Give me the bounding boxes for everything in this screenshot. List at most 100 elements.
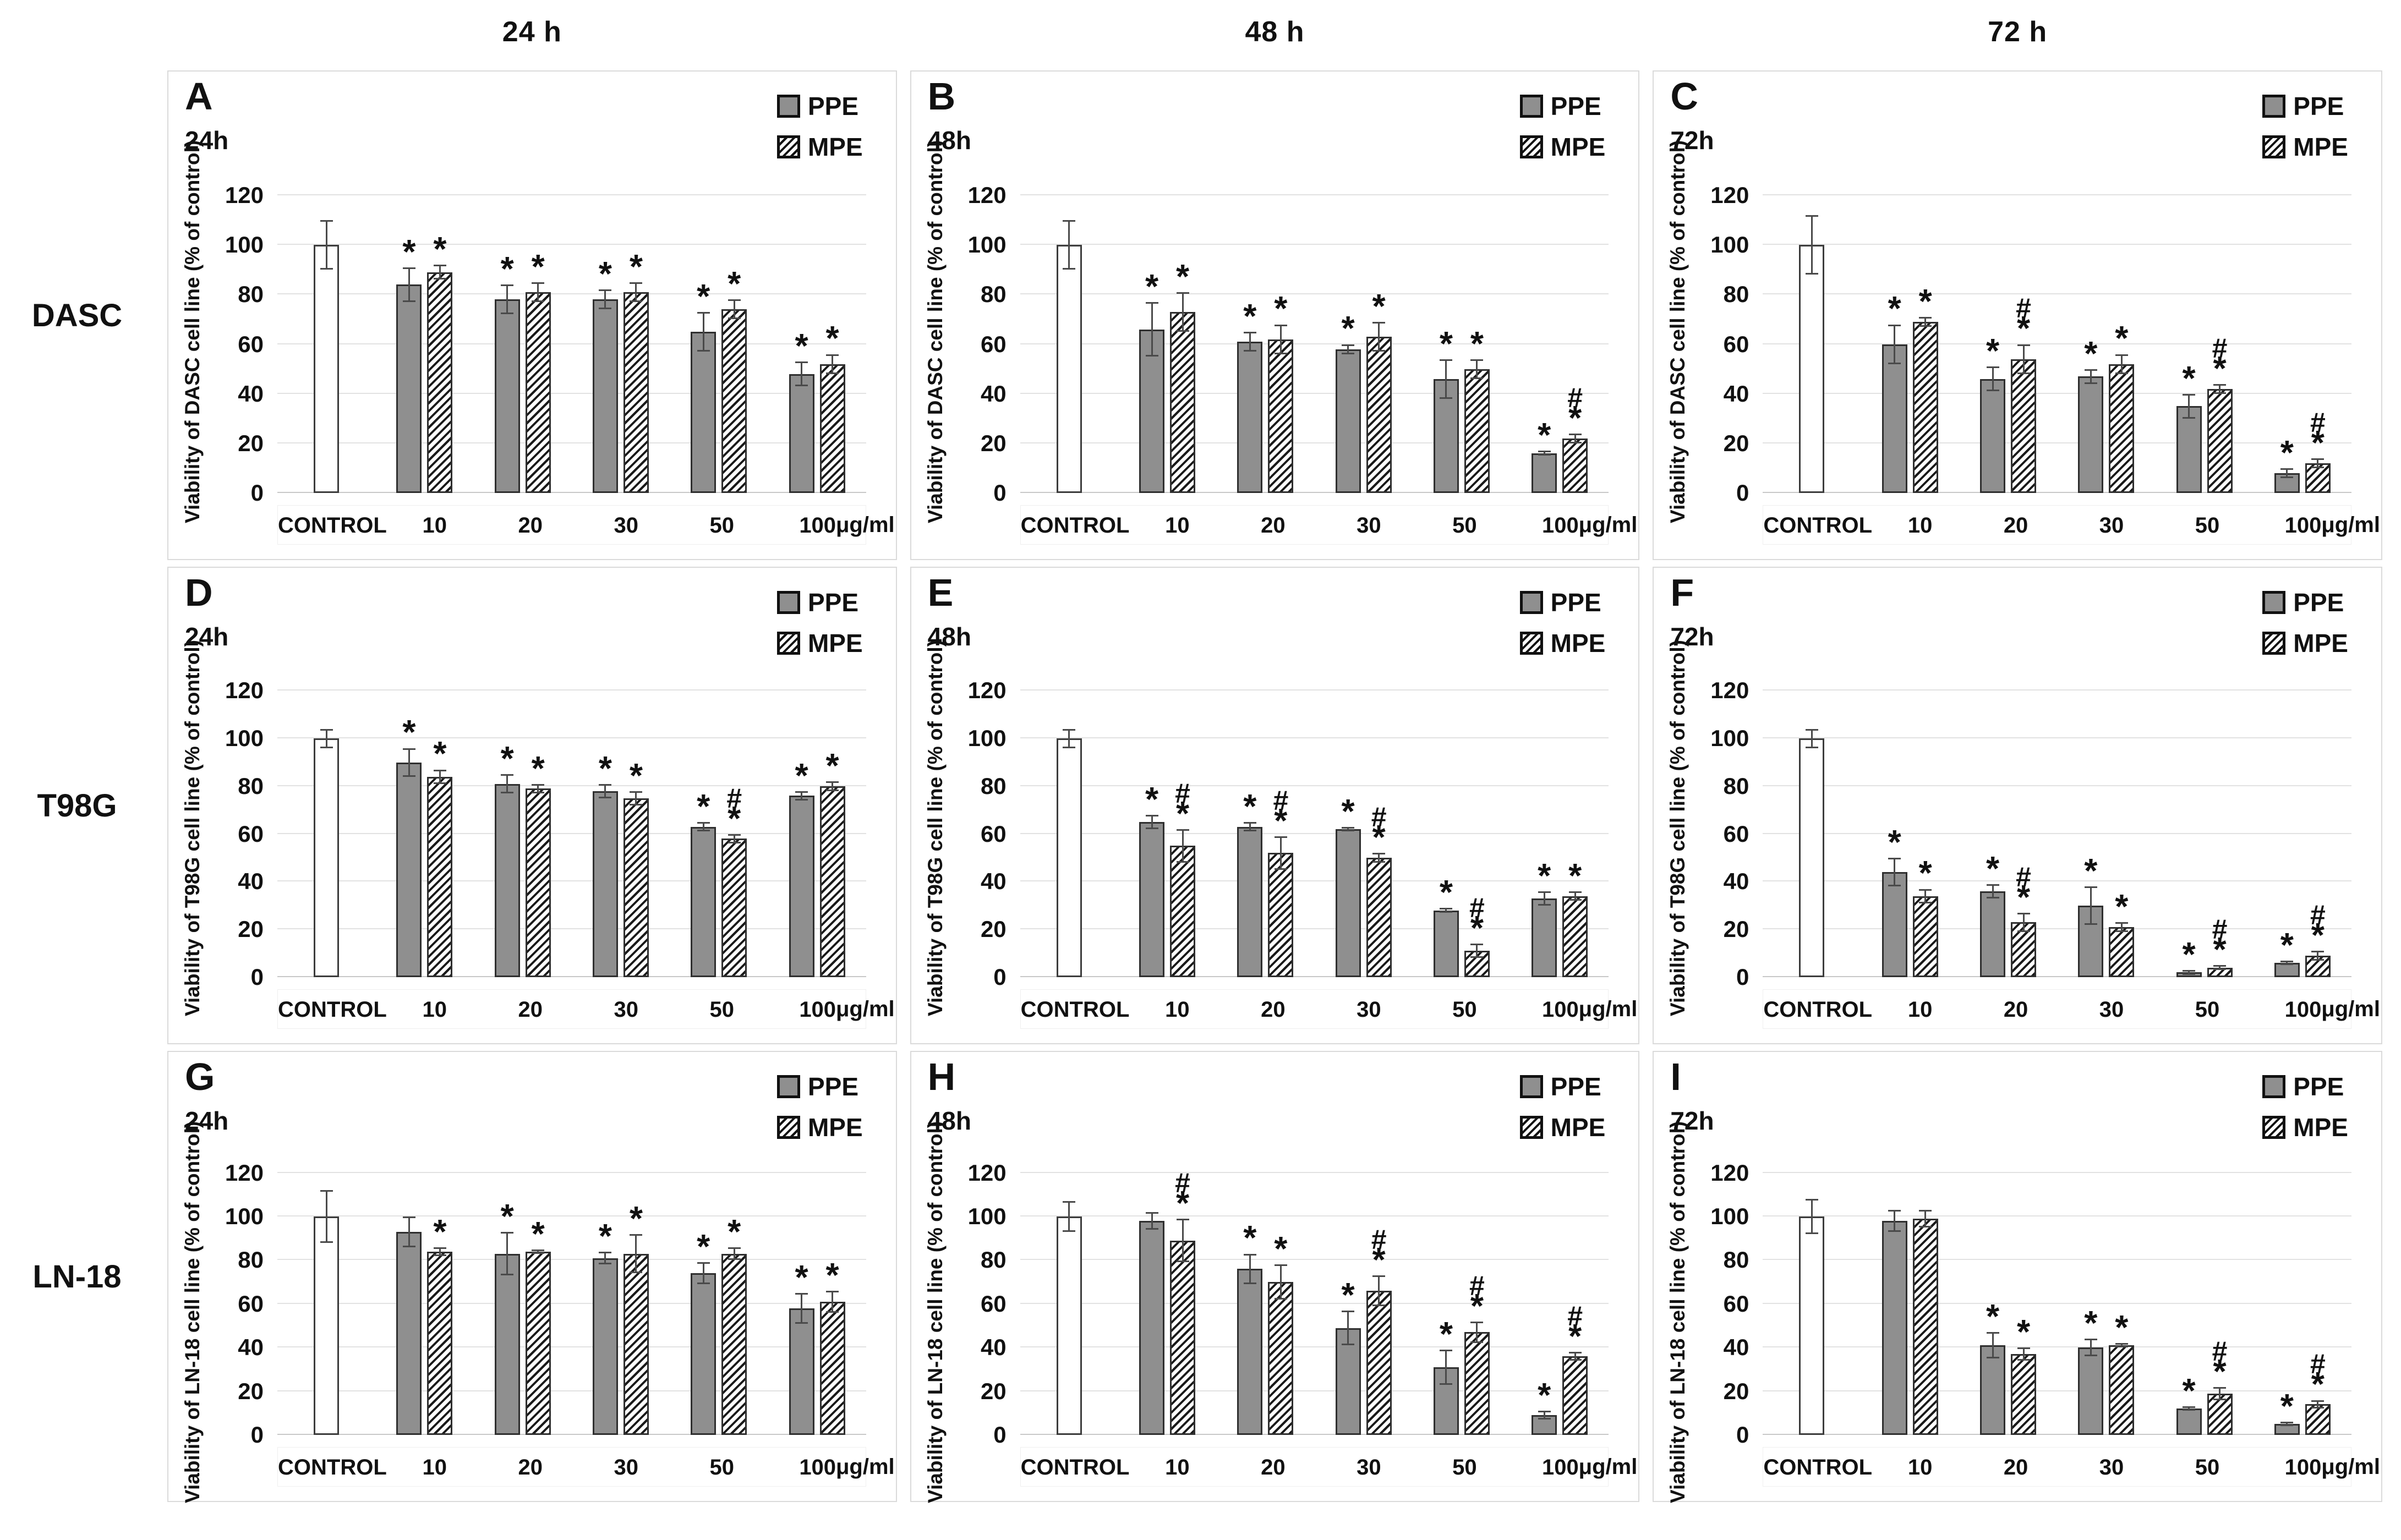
- error-bar: [2183, 393, 2196, 419]
- asterisk-marker: *: [728, 799, 741, 838]
- asterisk-marker: *: [697, 1228, 710, 1267]
- error-bar: [1888, 1210, 1901, 1232]
- error-bar: [2213, 1386, 2227, 1400]
- bar-mpe: [2109, 927, 2135, 977]
- x-tick-label: 100: [1541, 998, 1579, 1022]
- error-bar: [2017, 912, 2030, 932]
- grid-line: [1020, 392, 1609, 394]
- y-tick-label: 120: [225, 677, 264, 704]
- asterisk-marker: *: [1274, 290, 1288, 328]
- hash-marker: #: [1273, 785, 1289, 816]
- y-tick-label: 80: [1723, 1247, 1749, 1273]
- bar-ppe: [1139, 1221, 1165, 1435]
- y-tick-label: 100: [967, 1203, 1007, 1230]
- error-bar: [697, 822, 710, 832]
- asterisk-marker: *: [598, 255, 612, 294]
- sig-marker: *: [2163, 938, 2216, 972]
- sig-marker: *: [481, 253, 534, 287]
- sig-marker: *: [677, 279, 730, 314]
- asterisk-marker: *: [1372, 287, 1386, 326]
- legend-item-ppe: PPE: [776, 94, 863, 119]
- legend-label: PPE: [1550, 92, 1601, 120]
- bar-ppe: [1335, 829, 1361, 977]
- sig-marker: *: [677, 787, 730, 826]
- x-tick-label: 100: [799, 998, 836, 1022]
- error-bar: [1888, 324, 1901, 364]
- y-tick-label: 60: [980, 331, 1007, 357]
- y-tick-label: 80: [1723, 772, 1749, 799]
- plot-area: 0 20 40 60 80 100 120 * # * * # * * # * * # * * *: [968, 667, 1609, 989]
- legend: PPE MPE: [2262, 94, 2348, 160]
- error-bar: [402, 748, 415, 777]
- grid-line: [1763, 442, 2351, 443]
- error-bar: [320, 1190, 333, 1243]
- x-tick-label: 50: [1452, 998, 1477, 1022]
- grid-line: [1763, 1390, 2351, 1391]
- error-bar: [1805, 728, 1818, 748]
- y-tick-label: 120: [1710, 677, 1749, 704]
- y-tick-label: 20: [1723, 430, 1749, 456]
- error-bar: [1538, 1411, 1551, 1420]
- error-bar: [1063, 728, 1076, 748]
- legend-item-mpe: MPE: [2262, 631, 2348, 656]
- bar-ppe: [1980, 891, 2006, 977]
- row-label-dasc: DASC: [31, 297, 123, 333]
- x-tick-label: 10: [422, 513, 447, 538]
- asterisk-marker: *: [1986, 850, 2000, 888]
- x-tick-label: 10: [1907, 1455, 1933, 1479]
- x-axis-unit: μg/ml: [1578, 997, 1638, 1021]
- sig-marker: # *: [1156, 780, 1209, 831]
- grid-line: [1763, 737, 2351, 739]
- grid-line: [277, 880, 866, 882]
- sig-marker: # *: [2291, 901, 2344, 953]
- asterisk-marker: *: [2280, 1388, 2294, 1426]
- y-tick-label: 100: [225, 232, 264, 258]
- sig-marker: *: [1868, 825, 1921, 859]
- y-tick-label: 20: [238, 1378, 264, 1404]
- error-bar: [532, 282, 545, 302]
- panel-letter: F: [1670, 571, 1694, 614]
- asterisk-marker: *: [2084, 1305, 2098, 1343]
- y-tick-label: 40: [1723, 868, 1749, 895]
- asterisk-marker: *: [2311, 1366, 2325, 1404]
- y-tick-label: 0: [1736, 480, 1749, 506]
- grid-line: [277, 392, 866, 394]
- y-tick-label: 0: [1736, 964, 1749, 990]
- legend-swatch-ppe: [1519, 1075, 1543, 1098]
- legend-item-mpe: MPE: [2262, 1115, 2348, 1140]
- error-bar: [1063, 1201, 1076, 1232]
- bar-mpe: [1912, 1219, 1938, 1435]
- sig-marker: *: [1156, 260, 1209, 294]
- legend-item-mpe: MPE: [776, 1115, 863, 1140]
- bar-mpe: [1366, 337, 1392, 493]
- panel-time-label: 24h: [185, 126, 229, 155]
- legend-item-ppe: PPE: [776, 1074, 863, 1099]
- error-bar: [433, 1247, 446, 1256]
- error-bar: [795, 1293, 808, 1324]
- error-bar: [1568, 1352, 1582, 1361]
- panel-letter: H: [927, 1055, 956, 1098]
- bar-ppe: [494, 1253, 520, 1435]
- y-tick-label: 20: [980, 916, 1007, 942]
- panel-G: G 24h PPE MPE Viability of LN-18 cell line (…: [167, 1051, 897, 1503]
- bar-mpe: [427, 272, 453, 493]
- x-tick-label: CONTROL: [278, 513, 387, 538]
- asterisk-marker: *: [697, 787, 710, 826]
- grid-line: [277, 1215, 866, 1217]
- bar-ppe: [2176, 406, 2202, 493]
- sig-marker: *: [1966, 850, 2019, 888]
- grid-line: [277, 194, 866, 196]
- sig-marker: *: [2095, 322, 2148, 356]
- grid-line: [1763, 194, 2351, 196]
- bar-ppe: [789, 374, 814, 493]
- y-tick-label: 80: [980, 772, 1007, 799]
- bar-mpe: [2109, 1345, 2135, 1435]
- grid-corner-spacer: [0, 0, 154, 64]
- legend-swatch-mpe: [776, 135, 800, 158]
- bar-ppe: [2176, 1409, 2202, 1435]
- error-bar: [826, 781, 839, 791]
- grid-line: [1020, 976, 1609, 977]
- x-tick-label: 100: [1541, 513, 1579, 538]
- y-tick-label: 100: [225, 1203, 264, 1230]
- error-bar: [1372, 853, 1386, 863]
